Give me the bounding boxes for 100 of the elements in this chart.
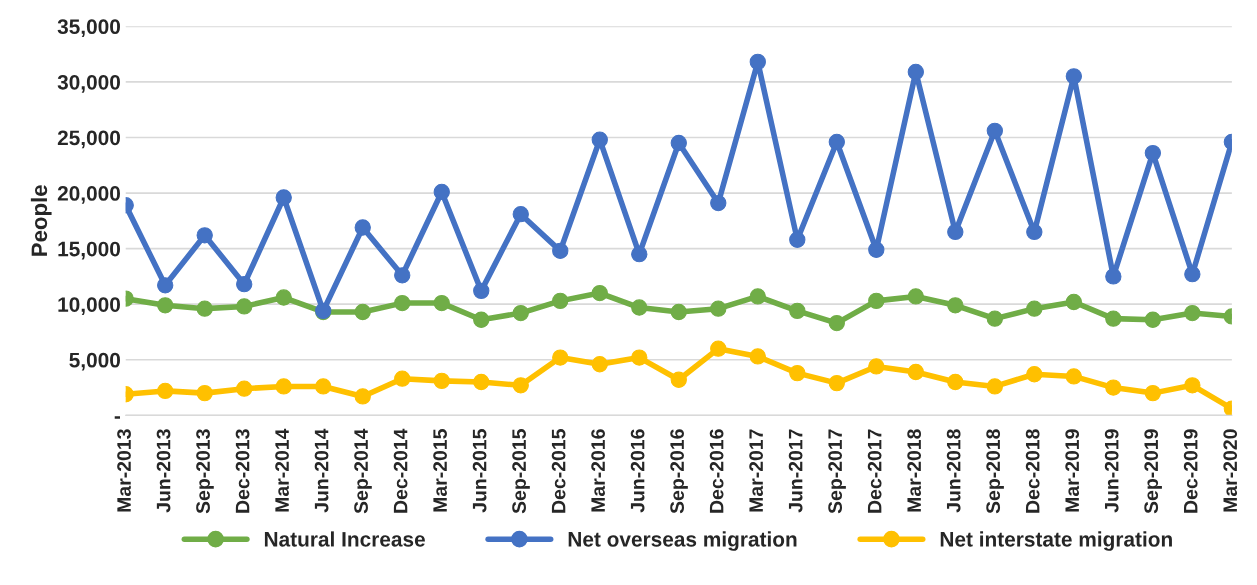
point: [789, 302, 806, 320]
point: [196, 384, 213, 402]
point: [670, 303, 687, 321]
point: [789, 364, 806, 382]
point: [1105, 379, 1122, 396]
x-tick-label: Sep-2015: [512, 429, 530, 514]
point: [552, 242, 569, 260]
x-tick-label: Jun-2017: [788, 429, 803, 513]
point: [986, 122, 1003, 139]
x-tick-label: Mar-2018: [907, 429, 922, 512]
point: [394, 370, 411, 387]
x-tick-label: Mar-2014: [275, 428, 289, 512]
x-tick-label: Mar-2015: [433, 429, 447, 512]
point: [394, 267, 411, 284]
point: [947, 223, 964, 241]
point: [591, 284, 608, 302]
point: [868, 358, 885, 375]
point: [868, 241, 885, 258]
point: [1144, 384, 1162, 402]
y-tick-label: 30,000: [57, 74, 120, 93]
y-tick-label: 20,000: [57, 186, 120, 204]
y-tick-label: 10,000: [58, 297, 120, 315]
x-tick-label: Mar-2019: [1065, 429, 1080, 512]
point: [1105, 310, 1122, 327]
point: [749, 53, 766, 71]
point: [473, 373, 490, 391]
point: [670, 371, 687, 388]
y-tick-label: 5,000: [69, 352, 120, 371]
x-tick-label: Sep-2017: [828, 429, 846, 514]
y-tick-label: 15,000: [58, 241, 120, 260]
point: [986, 310, 1003, 327]
x-tick-label: Dec-2013: [235, 429, 250, 513]
x-tick-label: Sep-2014: [354, 428, 372, 514]
point: [710, 300, 727, 317]
point: [512, 377, 529, 394]
point: [631, 299, 648, 316]
x-tick-label: Dec-2015: [551, 429, 566, 513]
point: [907, 288, 924, 305]
point: [512, 206, 529, 223]
x-tick-label: Jun-2019: [1104, 429, 1119, 513]
point: [670, 134, 687, 152]
point: [828, 374, 845, 392]
point: [394, 294, 411, 312]
point: [749, 348, 766, 365]
x-tick-label: Jun-2013: [156, 429, 171, 513]
x-tick-label: Dec-2017: [867, 429, 882, 513]
x-tick-label: Dec-2014: [393, 428, 408, 513]
point: [1144, 311, 1162, 328]
point: [473, 311, 490, 328]
point: [1065, 293, 1082, 311]
point: [512, 304, 529, 322]
point: [591, 131, 608, 148]
point: [1026, 300, 1043, 317]
point: [157, 297, 174, 314]
point: [196, 300, 213, 317]
point: [275, 189, 292, 206]
point: [789, 231, 806, 248]
y-tick-label: 35,000: [57, 19, 120, 38]
x-tick-label: Jun-2014: [314, 428, 329, 513]
x-tick-label: Jun-2015: [472, 429, 487, 513]
x-tick-label: Dec-2018: [1025, 429, 1040, 513]
point: [552, 349, 569, 366]
legend-label: Natural Increase: [264, 531, 425, 547]
point: [354, 303, 371, 321]
point: [710, 194, 727, 212]
point: [552, 292, 569, 310]
point: [354, 219, 371, 236]
point: [236, 298, 253, 315]
x-tick-label: Sep-2018: [986, 429, 1004, 514]
y-tick-label: 25,000: [57, 130, 120, 149]
point: [1065, 368, 1082, 385]
point: [196, 227, 213, 244]
point: [157, 277, 174, 294]
point: [986, 378, 1003, 395]
x-tick-label: Jun-2018: [946, 429, 961, 513]
point: [947, 297, 964, 314]
y-axis-title: People: [30, 185, 52, 256]
point: [1184, 304, 1201, 322]
x-tick-label: Dec-2016: [709, 429, 724, 513]
x-tick-label: Mar-2016: [591, 429, 605, 512]
point: [275, 289, 292, 306]
x-tick-label: Sep-2016: [670, 429, 688, 514]
point: [275, 378, 292, 395]
point: [710, 340, 727, 357]
point: [354, 388, 371, 405]
point: [1184, 377, 1201, 394]
point: [315, 378, 332, 395]
x-tick-label: Jun-2016: [630, 429, 645, 513]
x-tick-label: Sep-2019: [1144, 429, 1162, 514]
x-tick-label: Mar-2017: [749, 429, 764, 512]
point: [157, 382, 174, 400]
point: [433, 372, 450, 390]
point: [631, 246, 648, 263]
point: [1184, 266, 1201, 283]
point: [868, 292, 885, 310]
point: [1026, 366, 1043, 383]
x-tick-label: Dec-2019: [1183, 429, 1198, 513]
point: [749, 288, 766, 305]
point: [1105, 268, 1122, 285]
x-tick-label: Mar-2020: [1223, 429, 1238, 512]
